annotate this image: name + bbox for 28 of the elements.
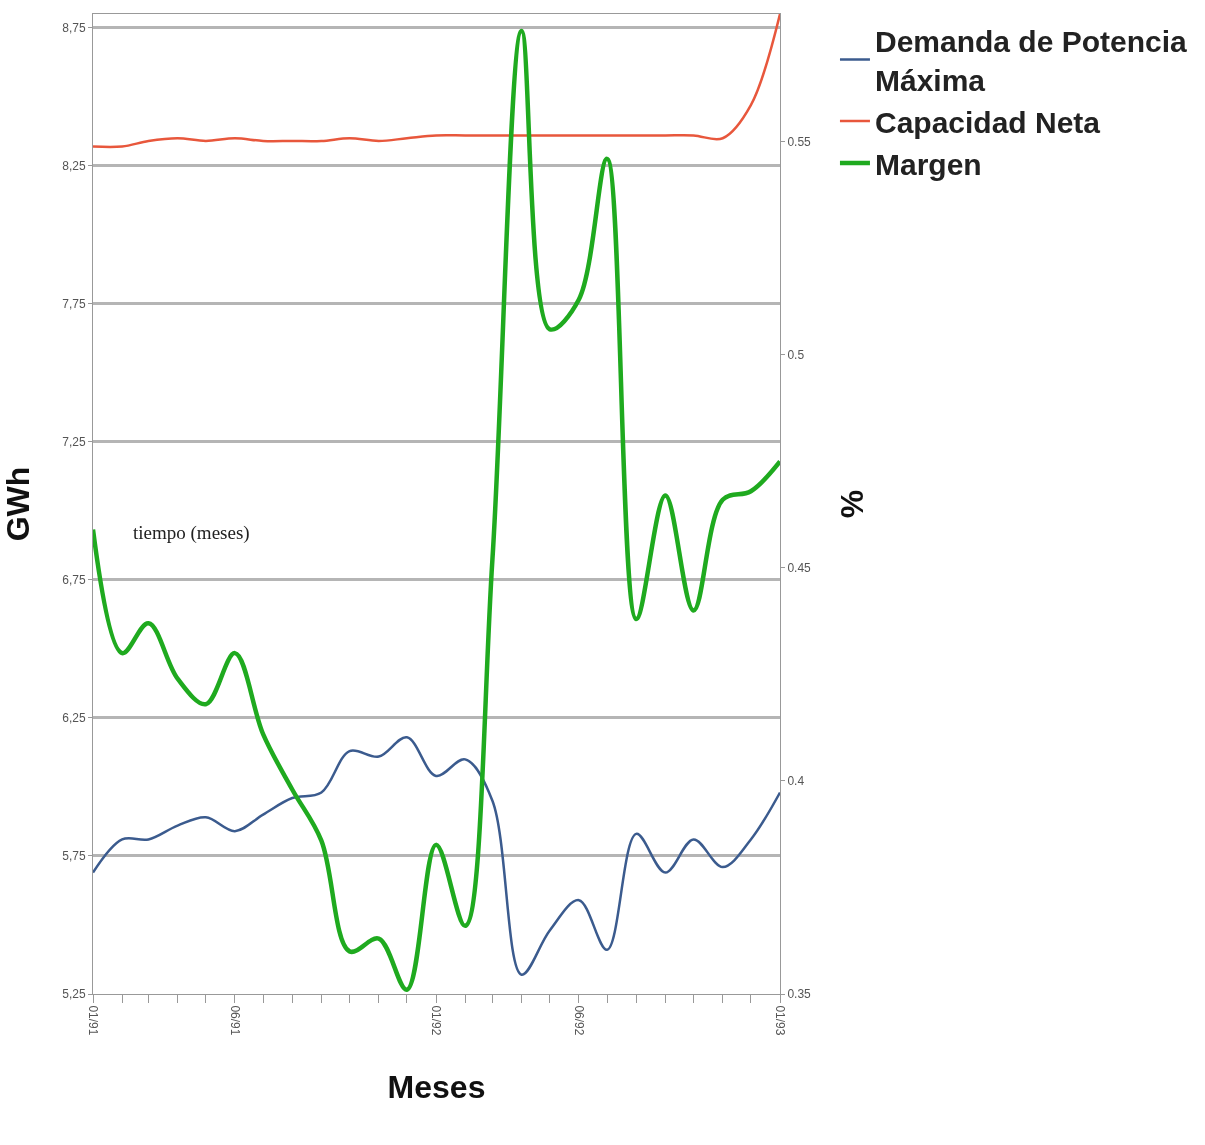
legend-label: Capacidad Neta — [874, 105, 1101, 139]
y-tick-label: 8,75 — [62, 21, 86, 35]
line-series — [93, 28, 780, 992]
line-series — [93, 736, 780, 976]
y2-tick-label: 0.45 — [787, 561, 812, 576]
y2-tick-label: 0.5 — [787, 348, 805, 363]
y-tick-label: 5,25 — [62, 987, 86, 1002]
y-tick-label: 7,75 — [62, 297, 86, 312]
annotation: tiempo (meses) — [133, 522, 250, 544]
line-series — [93, 14, 780, 149]
y-tick-label: 8,25 — [62, 159, 86, 174]
y2-axis-title: % — [833, 489, 870, 519]
y-tick-label: 6,25 — [62, 711, 86, 726]
y-tick-label: 6,75 — [62, 573, 86, 588]
y2-tick-label: 0.4 — [787, 774, 805, 789]
y2-tick-label: 0.35 — [787, 987, 812, 1002]
y-tick-label: 5,75 — [62, 849, 86, 864]
y2-tick-label: 0.55 — [787, 135, 812, 150]
y-tick-label: 7,25 — [62, 435, 86, 450]
x-axis-title: Meses — [387, 1068, 486, 1105]
legend-label: Demanda de Potencia Máxima — [874, 24, 1188, 97]
x-tick-label: 01/91 — [86, 1005, 101, 1036]
legend-label: Margen — [874, 147, 982, 181]
x-tick-label: 01/92 — [429, 1005, 444, 1036]
x-tick-label: 06/92 — [571, 1005, 586, 1036]
y-axis-title: GWh — [0, 466, 36, 542]
x-tick-label: 01/93 — [773, 1005, 788, 1036]
x-tick-label: 06/91 — [228, 1005, 243, 1036]
